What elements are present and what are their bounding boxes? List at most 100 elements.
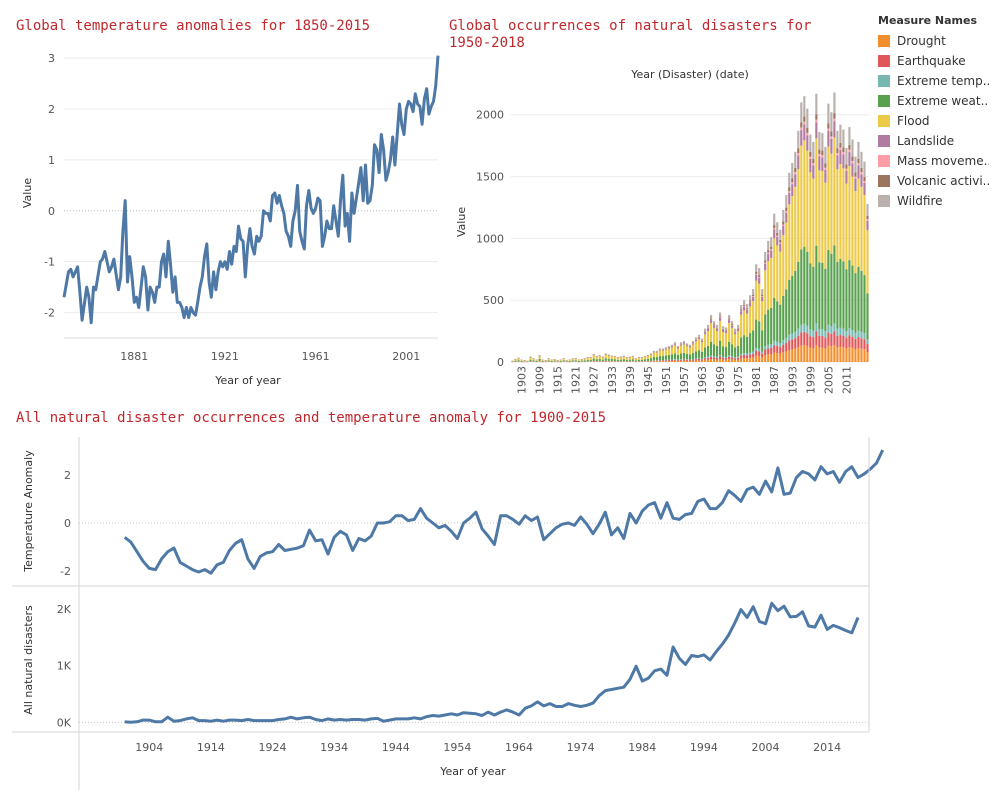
bar-segment[interactable] [773,345,775,352]
bar-segment[interactable] [827,147,829,250]
bar-segment[interactable] [767,241,769,250]
bar-segment[interactable] [680,344,682,345]
bar-segment[interactable] [668,346,670,347]
bar-segment[interactable] [608,356,610,359]
bar-segment[interactable] [686,354,688,359]
bar-segment[interactable] [581,359,583,360]
bar-segment[interactable] [671,354,673,359]
bar-segment[interactable] [848,166,850,260]
bar-segment[interactable] [782,235,784,296]
bar-segment[interactable] [827,346,829,362]
bar-segment[interactable] [842,261,844,328]
bar-segment[interactable] [806,109,808,128]
bar-segment[interactable] [860,168,862,172]
bar-segment[interactable] [635,360,637,361]
bar-segment[interactable] [617,358,619,360]
bar-segment[interactable] [800,325,802,333]
temperature-line[interactable] [64,56,438,323]
bar-segment[interactable] [761,354,763,358]
bar-segment[interactable] [866,344,868,352]
bar-segment[interactable] [785,289,787,337]
bar-segment[interactable] [722,326,724,329]
bar-segment[interactable] [662,348,664,349]
bar-segment[interactable] [785,195,787,207]
bar-segment[interactable] [599,359,601,361]
bar-segment[interactable] [863,349,865,362]
bar-segment[interactable] [860,187,862,271]
bar-segment[interactable] [779,240,781,243]
bar-segment[interactable] [830,346,832,362]
bar-segment[interactable] [698,338,700,340]
bar-segment[interactable] [803,116,805,121]
bar-segment[interactable] [605,358,607,360]
bar-segment[interactable] [857,165,859,178]
bar-segment[interactable] [857,179,859,267]
bar-segment[interactable] [653,357,655,360]
bar-segment[interactable] [839,259,841,328]
disasters-line[interactable] [125,603,858,722]
bar-segment[interactable] [758,278,760,284]
bar-segment[interactable] [611,359,613,361]
bar-segment[interactable] [761,351,763,353]
bar-segment[interactable] [520,361,522,362]
bar-segment[interactable] [758,351,760,356]
bar-segment[interactable] [761,296,763,297]
bar-segment[interactable] [704,331,706,332]
bar-segment[interactable] [707,358,709,360]
bar-segment[interactable] [638,360,640,361]
bar-segment[interactable] [818,157,820,171]
bar-segment[interactable] [629,360,631,362]
bar-segment[interactable] [815,122,817,138]
bar-segment[interactable] [836,148,838,153]
bar-segment[interactable] [743,306,745,307]
bar-segment[interactable] [713,324,715,325]
bar-segment[interactable] [797,347,799,362]
bar-segment[interactable] [785,211,787,213]
bar-segment[interactable] [779,230,781,240]
bar-segment[interactable] [647,356,649,359]
bar-segment[interactable] [788,340,790,350]
bar-segment[interactable] [767,250,769,252]
bar-segment[interactable] [593,359,595,361]
bar-segment[interactable] [689,348,691,355]
bar-segment[interactable] [740,311,742,312]
bar-segment[interactable] [722,358,724,360]
bar-segment[interactable] [800,333,802,346]
bar-segment[interactable] [602,357,604,359]
bar-segment[interactable] [716,325,718,328]
bar-segment[interactable] [800,146,802,250]
bar-segment[interactable] [737,325,739,328]
bar-segment[interactable] [683,353,685,359]
bar-segment[interactable] [860,349,862,362]
bar-segment[interactable] [770,250,772,258]
bar-segment[interactable] [749,302,751,303]
bar-segment[interactable] [587,360,589,361]
bar-segment[interactable] [764,260,766,262]
bar-segment[interactable] [770,247,772,249]
bar-segment[interactable] [701,361,703,362]
bar-segment[interactable] [659,361,661,362]
bar-segment[interactable] [644,359,646,361]
bar-segment[interactable] [737,357,739,358]
bar-segment[interactable] [827,325,829,333]
bar-segment[interactable] [863,181,865,183]
bar-segment[interactable] [764,252,766,260]
bar-segment[interactable] [596,359,598,361]
bar-segment[interactable] [674,361,676,362]
bar-segment[interactable] [668,355,670,360]
bar-segment[interactable] [617,360,619,361]
bar-segment[interactable] [743,305,745,306]
bar-segment[interactable] [671,361,673,362]
bar-segment[interactable] [803,122,805,125]
bar-segment[interactable] [695,358,697,359]
temperature-anomaly-line[interactable] [125,450,883,573]
bar-segment[interactable] [662,361,664,362]
bar-segment[interactable] [806,333,808,346]
bar-segment[interactable] [791,182,793,184]
bar-segment[interactable] [812,165,814,178]
bar-segment[interactable] [716,328,718,329]
bar-segment[interactable] [653,353,655,357]
bar-segment[interactable] [695,360,697,362]
bar-segment[interactable] [803,140,805,246]
bar-segment[interactable] [695,351,697,358]
